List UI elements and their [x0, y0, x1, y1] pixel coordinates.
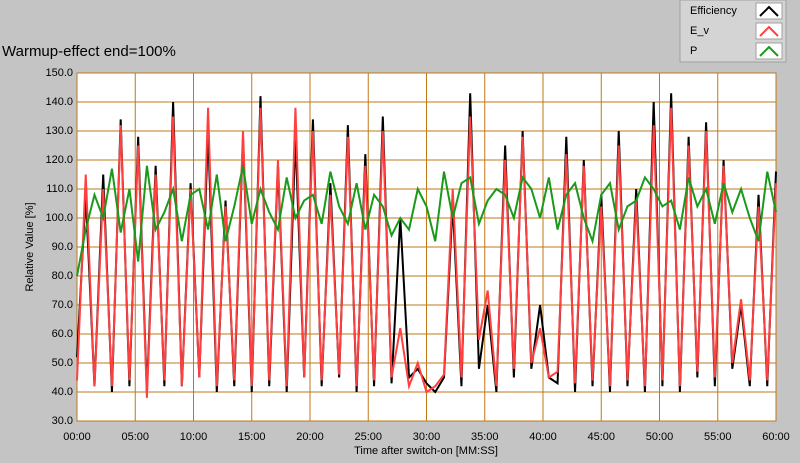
y-tick-label: 40.0 — [52, 386, 73, 398]
y-tick-label: 110.0 — [46, 183, 73, 195]
data-line — [76, 165, 777, 277]
x-tick-label: 60:00 — [762, 431, 790, 443]
y-tick-label: 50.0 — [52, 357, 73, 369]
x-tick-label: 25:00 — [354, 431, 382, 443]
y-tick-label: 60.0 — [52, 328, 73, 340]
y-tick-label: 130.0 — [45, 125, 73, 137]
x-tick-label: 35:00 — [471, 431, 499, 443]
y-tick-label: 70.0 — [52, 299, 73, 311]
y-tick-label: 140.0 — [45, 96, 73, 108]
legend-swatch — [759, 25, 779, 37]
y-tick-label: 100.0 — [45, 212, 73, 224]
y-tick-label: 120.0 — [45, 154, 73, 166]
data-line — [76, 107, 777, 398]
chart-title: Warmup-effect end=100% — [2, 43, 176, 60]
legend-swatch-box — [755, 2, 783, 20]
x-tick-label: 30:00 — [413, 431, 441, 443]
y-tick-label: 90.0 — [52, 241, 73, 253]
legend-swatch — [759, 45, 779, 57]
legend-label: P — [690, 45, 697, 57]
x-tick-label: 05:00 — [121, 431, 149, 443]
y-tick-label: 30.0 — [52, 415, 73, 427]
legend-label: E_v — [690, 25, 709, 37]
x-tick-label: 40:00 — [529, 431, 557, 443]
legend-swatch-box — [755, 22, 783, 40]
x-tick-label: 00:00 — [63, 431, 91, 443]
x-tick-label: 15:00 — [238, 431, 266, 443]
x-axis-label: Time after switch-on [MM:SS] — [354, 445, 498, 457]
x-tick-label: 20:00 — [296, 431, 324, 443]
legend-swatch — [759, 5, 779, 17]
y-axis-label: Relative Value [%] — [24, 202, 36, 291]
x-tick-label: 55:00 — [704, 431, 732, 443]
y-tick-label: 150.0 — [45, 67, 73, 79]
x-tick-label: 45:00 — [587, 431, 615, 443]
x-tick-label: 50:00 — [646, 431, 674, 443]
legend-swatch-box — [755, 42, 783, 60]
x-tick-label: 10:00 — [180, 431, 208, 443]
y-tick-label: 80.0 — [52, 270, 73, 282]
legend-label: Efficiency — [690, 5, 737, 17]
